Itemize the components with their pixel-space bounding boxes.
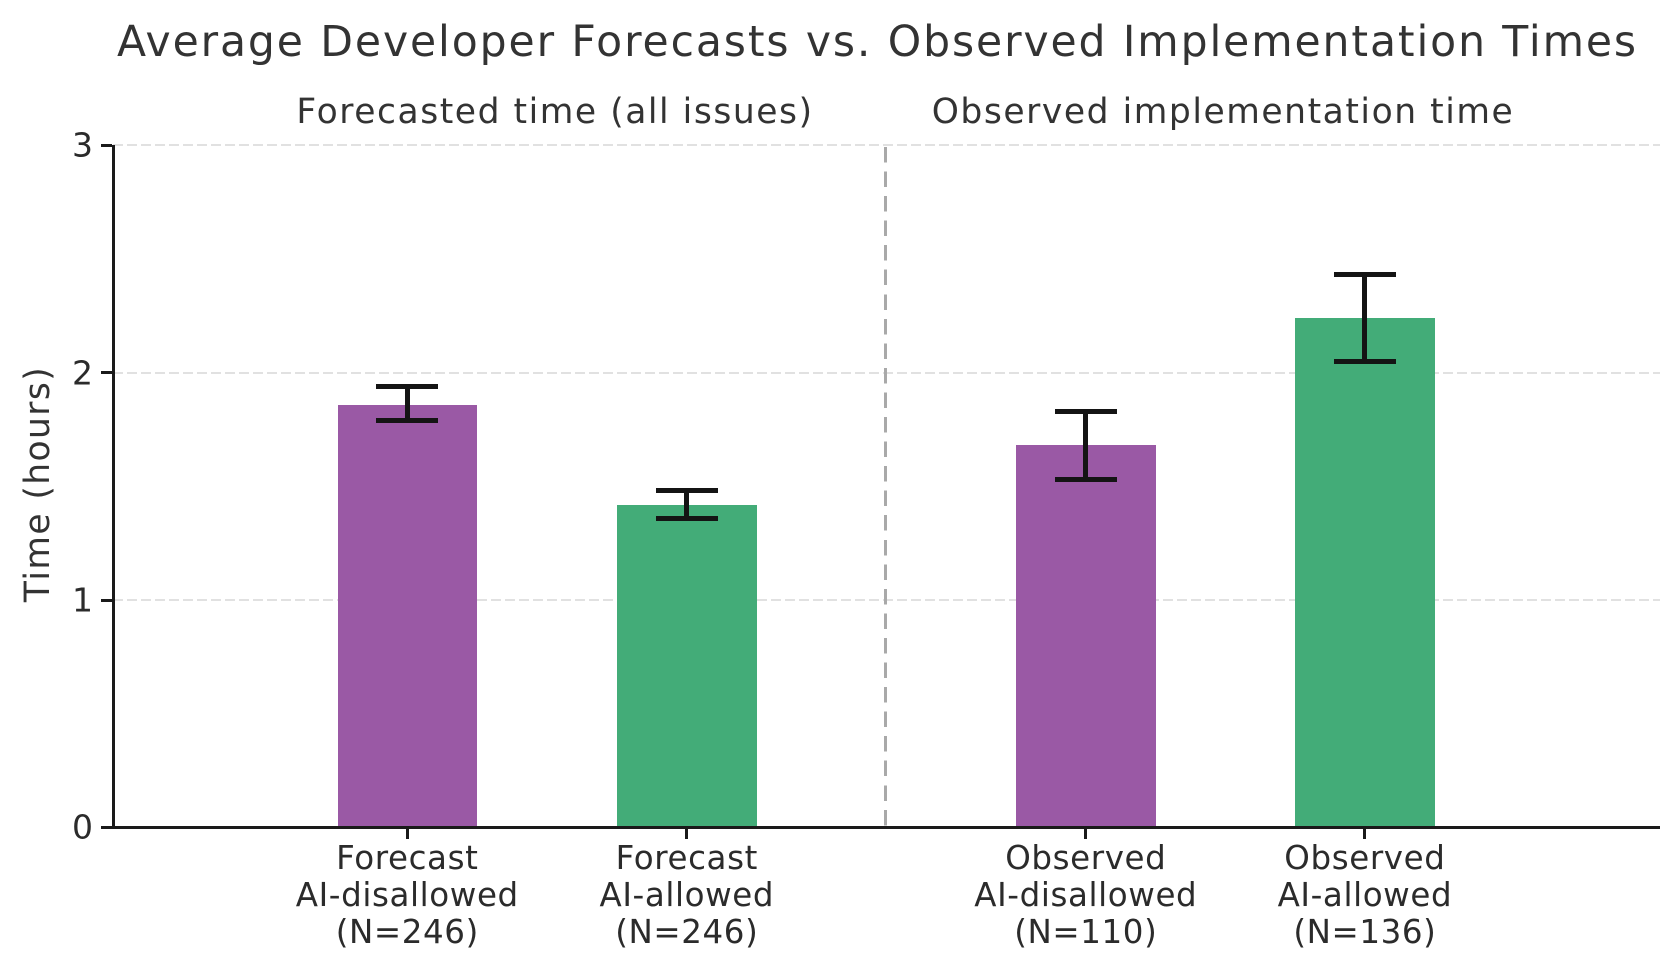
error-bar-cap-top-0 <box>376 383 439 389</box>
bar-1 <box>617 504 757 829</box>
x-axis-spine <box>111 825 1660 829</box>
y-axis-spine <box>111 145 115 829</box>
y-tick-label-3: 3 <box>72 125 93 165</box>
y-tick-label-1: 1 <box>72 580 93 620</box>
error-bar-cap-top-1 <box>655 488 718 494</box>
gridline-y3 <box>113 144 1660 147</box>
chart-title: Average Developer Forecasts vs. Observed… <box>117 18 1638 68</box>
y-tick-2 <box>101 371 112 375</box>
panel-title-forecasted: Forecasted time (all issues) <box>296 92 814 132</box>
x-tick-label-0: Forecast AI-disallowed (N=246) <box>295 839 519 951</box>
x-tick-label-1: Forecast AI-allowed (N=246) <box>599 839 775 951</box>
error-bar-stem-0 <box>404 386 410 421</box>
x-tick-1 <box>685 828 689 840</box>
x-tick-2 <box>1084 828 1088 840</box>
x-tick-label-3: Observed AI-allowed (N=136) <box>1277 839 1453 951</box>
y-tick-1 <box>101 598 112 602</box>
error-bar-cap-bottom-1 <box>655 515 718 521</box>
error-bar-cap-bottom-0 <box>376 417 439 423</box>
error-bar-stem-1 <box>684 490 690 519</box>
bar-0 <box>337 404 478 829</box>
panel-title-observed: Observed implementation time <box>931 92 1515 132</box>
x-tick-3 <box>1363 828 1367 840</box>
y-tick-label-2: 2 <box>72 353 93 393</box>
error-bar-cap-top-2 <box>1054 408 1117 414</box>
error-bar-stem-3 <box>1362 274 1368 362</box>
y-tick-3 <box>101 143 112 147</box>
error-bar-stem-2 <box>1083 411 1089 480</box>
bar-3 <box>1295 318 1435 829</box>
y-tick-0 <box>101 825 112 829</box>
x-tick-0 <box>405 828 409 840</box>
error-bar-cap-top-3 <box>1333 272 1396 278</box>
x-tick-label-2: Observed AI-disallowed (N=110) <box>974 839 1198 951</box>
error-bar-cap-bottom-2 <box>1054 477 1117 483</box>
error-bar-cap-bottom-3 <box>1333 358 1396 364</box>
panel-separator-line <box>883 147 888 828</box>
y-tick-label-0: 0 <box>72 807 93 847</box>
bar-2 <box>1016 445 1156 829</box>
